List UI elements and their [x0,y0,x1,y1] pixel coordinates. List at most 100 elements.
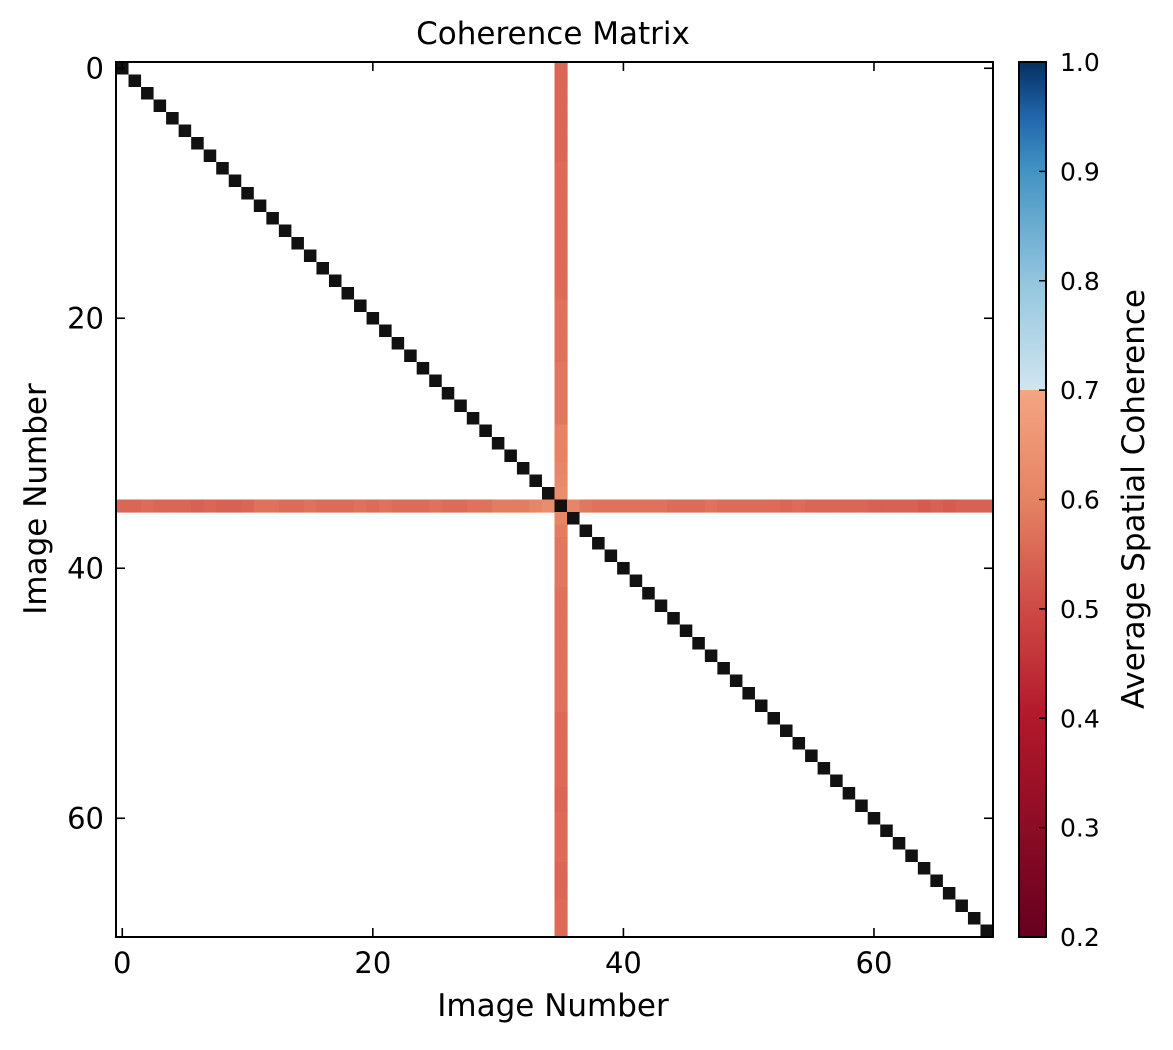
heatmap-cell-row [141,499,155,513]
colorbar-label: Average Spatial Coherence [1116,289,1152,709]
heatmap-cell-diagonal [153,99,167,112]
heatmap-cell-column [554,799,568,813]
colorbar-tick-label: 0.8 [1060,267,1100,296]
heatmap-cell-column [554,149,568,163]
colorbar-tick-label: 0.7 [1060,376,1100,405]
heatmap-cell-row [191,499,205,513]
heatmap-cell-row [303,499,318,513]
heatmap-cell-row [479,499,493,513]
heatmap-cell-diagonal [303,249,317,262]
heatmap-cell-column [554,524,568,538]
heatmap-cell-row [830,499,844,513]
colorbar-tick-label: 0.5 [1060,595,1100,624]
heatmap-cell-diagonal [654,599,668,612]
heatmap-cell-row [253,499,267,513]
heatmap-cell-diagonal [830,774,843,787]
heatmap-cell-row [967,499,982,513]
y-tick-label: 40 [67,551,104,585]
heatmap-cell-diagonal [541,487,555,500]
heatmap-cell-diagonal [266,212,279,225]
heatmap-cell-row [592,499,606,513]
heatmap-cell-row [792,499,806,513]
heatmap-cell-column [554,824,568,838]
heatmap-cell-row [116,499,130,513]
heatmap-cell-diagonal [767,712,781,725]
heatmap-cell-row [241,499,255,513]
heatmap-cell-row [917,499,931,513]
heatmap-cell-diagonal [366,312,380,325]
heatmap-cell-row [667,499,681,513]
heatmap-cell-column [554,699,568,713]
heatmap-cell-column [554,612,568,626]
heatmap-cell-column [554,112,568,126]
heatmap-cell-column [554,599,568,613]
heatmap-cell-row [379,499,393,513]
heatmap-cell-diagonal [880,824,893,837]
heatmap-cell-diagonal [917,862,931,875]
heatmap-cell-row [529,499,543,513]
heatmap-cell-diagonal [178,124,192,137]
heatmap-cell-row [842,499,856,513]
heatmap-cell-column [554,437,568,451]
heatmap-cell-row [153,499,167,513]
heatmap-cell-diagonal [379,324,392,337]
heatmap-cell-diagonal [792,737,806,750]
heatmap-cell-column [554,262,568,276]
heatmap-cell-column [554,549,568,563]
heatmap-cell-diagonal [354,299,367,312]
heatmap-cell-row [328,499,343,513]
heatmap-cell-row [291,499,305,513]
heatmap-cell-column [554,399,568,413]
heatmap-cell-row [905,499,919,513]
heatmap-cell-diagonal [328,274,342,287]
heatmap-cell-diagonal [892,837,906,850]
heatmap-cell-diagonal [491,437,505,450]
heatmap-cell-column [554,837,568,851]
heatmap-cell-column [554,387,568,401]
heatmap-cell-row [504,499,518,513]
heatmap-cell-row [930,499,944,513]
heatmap-cell-diagonal [942,887,956,900]
heatmap-cell-column [554,637,568,651]
heatmap-cell-column [554,774,568,788]
heatmap-cell-row [629,499,643,513]
heatmap-cell-column [554,274,568,288]
heatmap-cell-column [554,487,568,501]
y-tick-label: 0 [86,51,104,85]
heatmap-cell-column [554,224,568,238]
heatmap-cell-column [554,537,568,551]
heatmap-cell-column [554,787,568,801]
heatmap-cell-diagonal [516,462,530,475]
heatmap-cell-diagonal [404,349,417,362]
heatmap-cell-diagonal [441,387,455,400]
heatmap-cell-diagonal [316,262,329,275]
heatmap-cell-column [554,412,568,426]
x-tick-label: 40 [605,946,642,980]
heatmap-cell-diagonal [629,574,643,587]
heatmap-cell-column [554,424,568,438]
x-tick-label: 0 [113,946,131,980]
heatmap-cell-column [554,287,568,301]
heatmap-cell-diagonal [980,924,993,937]
heatmap-cell-diagonal [454,399,467,412]
heatmap-cell-column [554,187,568,201]
heatmap-cell-column [554,587,568,601]
heatmap-cell-row [604,499,618,513]
heatmap-cell-column [554,849,568,863]
heatmap-cell-diagonal [930,874,943,887]
heatmap-cell-column [554,137,568,151]
heatmap-cell-diagonal [967,912,981,925]
heatmap-cell-diagonal [166,112,179,125]
heatmap-cell-row [128,499,142,513]
heatmap-cell-row [579,499,593,513]
heatmap-cell-column [554,124,568,138]
heatmap-cell-column [554,374,568,388]
heatmap-cell-column [554,462,568,476]
heatmap-cell-row [780,499,794,513]
heatmap-cell-row [567,499,581,513]
heatmap-cell-column [554,87,568,101]
heatmap-cell-row [491,499,505,513]
heatmap-cell-diagonal [579,524,593,537]
heatmap-cell-row [805,499,819,513]
